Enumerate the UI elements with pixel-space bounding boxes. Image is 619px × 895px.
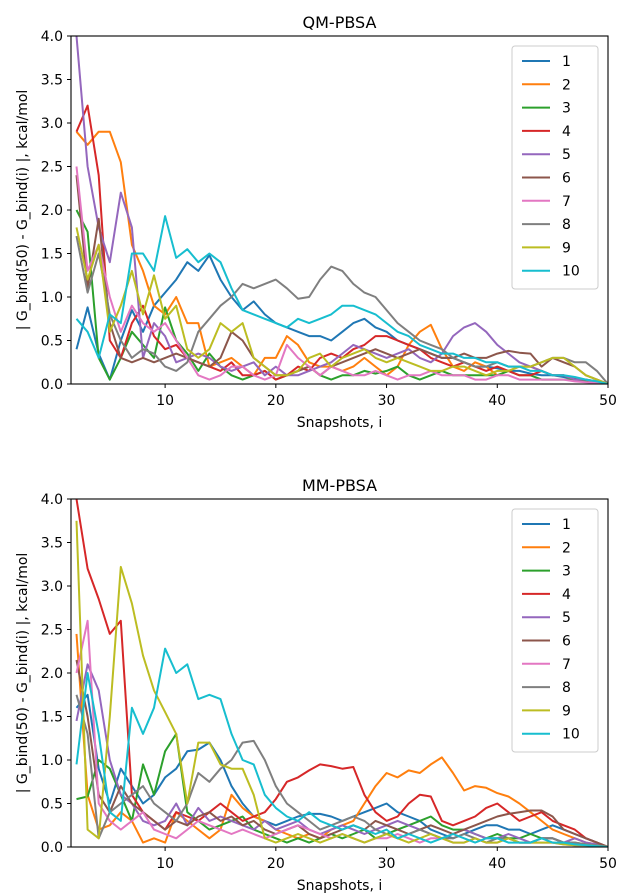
x-tick-label: 30 xyxy=(378,856,396,872)
y-tick-label: 2.0 xyxy=(41,203,63,219)
y-tick-label: 0.0 xyxy=(41,840,63,856)
legend-label-7: 7 xyxy=(562,194,571,210)
legend-box xyxy=(511,45,599,290)
legend: 1 2 3 4 5 6 7 8 9 10 xyxy=(511,508,599,753)
legend-label-8: 8 xyxy=(562,217,571,233)
legend: 1 2 3 4 5 6 7 8 9 10 xyxy=(511,45,599,290)
legend-label-1: 1 xyxy=(562,517,571,533)
legend-label-10: 10 xyxy=(562,727,580,743)
series-line-10 xyxy=(75,215,608,384)
y-tick-label: 2.5 xyxy=(41,160,63,176)
x-tick-label: 10 xyxy=(156,393,174,409)
y-tick-label: 1.5 xyxy=(41,710,63,726)
x-tick-label: 20 xyxy=(267,856,285,872)
legend-label-1: 1 xyxy=(562,54,571,70)
x-axis-label: Snapshots, i xyxy=(297,878,383,894)
legend-label-6: 6 xyxy=(562,171,571,187)
legend-label-3: 3 xyxy=(562,101,571,117)
chart-panel-2: 10 20 30 40 50 0.0 0.5 1.0 1.5 2.0 2.5 3.0 3.5 4.0 MM-… xyxy=(15,476,617,894)
chart-title: MM-PBSA xyxy=(302,476,377,495)
series-line-5 xyxy=(75,663,608,847)
legend-label-4: 4 xyxy=(562,587,571,603)
series-lines xyxy=(75,499,608,847)
legend-box xyxy=(511,508,599,753)
legend-label-5: 5 xyxy=(562,147,571,163)
x-tick-label: 30 xyxy=(378,393,396,409)
series-line-7 xyxy=(75,166,608,384)
x-tick-label: 40 xyxy=(488,393,506,409)
chart-title: QM-PBSA xyxy=(303,13,377,32)
legend-label-7: 7 xyxy=(562,657,571,673)
x-axis-label: Snapshots, i xyxy=(297,415,383,431)
x-tick-label: 10 xyxy=(156,856,174,872)
y-tick-label: 4.0 xyxy=(41,492,63,508)
series-line-6 xyxy=(75,175,608,384)
legend-label-4: 4 xyxy=(562,124,571,140)
x-tick-label: 50 xyxy=(599,856,617,872)
chart-panel-1: 10 20 30 40 50 0.0 0.5 1.0 1.5 2.0 2.5 3.0 3.5 4.0 QM-… xyxy=(15,13,617,431)
y-tick-label: 3.5 xyxy=(41,536,63,552)
legend-label-6: 6 xyxy=(562,634,571,650)
series-line-1 xyxy=(75,254,608,384)
y-tick-label: 3.0 xyxy=(41,116,63,132)
y-tick-label: 1.0 xyxy=(41,290,63,306)
legend-label-10: 10 xyxy=(562,264,580,280)
series-line-5 xyxy=(75,36,608,384)
y-tick-label: 2.5 xyxy=(41,623,63,639)
x-tick-label: 50 xyxy=(599,393,617,409)
x-tick-label: 20 xyxy=(267,393,285,409)
y-tick-label: 0.0 xyxy=(41,377,63,393)
legend-label-9: 9 xyxy=(562,240,571,256)
y-tick-label: 0.5 xyxy=(41,797,63,813)
series-lines xyxy=(75,36,608,384)
legend-label-3: 3 xyxy=(562,564,571,580)
y-tick-label: 0.5 xyxy=(41,334,63,350)
legend-label-5: 5 xyxy=(562,610,571,626)
legend-label-2: 2 xyxy=(562,77,571,93)
y-tick-label: 1.5 xyxy=(41,247,63,263)
y-tick-label: 1.0 xyxy=(41,753,63,769)
x-tick-label: 40 xyxy=(488,856,506,872)
y-tick-label: 4.0 xyxy=(41,29,63,45)
legend-label-9: 9 xyxy=(562,703,571,719)
series-line-10 xyxy=(75,647,608,847)
y-tick-label: 3.5 xyxy=(41,73,63,89)
y-axis-label: | G_bind(50) - G_bind(i) |, kcal/mol xyxy=(15,90,31,331)
y-axis-label: | G_bind(50) - G_bind(i) |, kcal/mol xyxy=(15,553,31,794)
y-tick-label: 3.0 xyxy=(41,579,63,595)
legend-label-2: 2 xyxy=(562,540,571,556)
legend-label-8: 8 xyxy=(562,680,571,696)
y-tick-label: 2.0 xyxy=(41,666,63,682)
